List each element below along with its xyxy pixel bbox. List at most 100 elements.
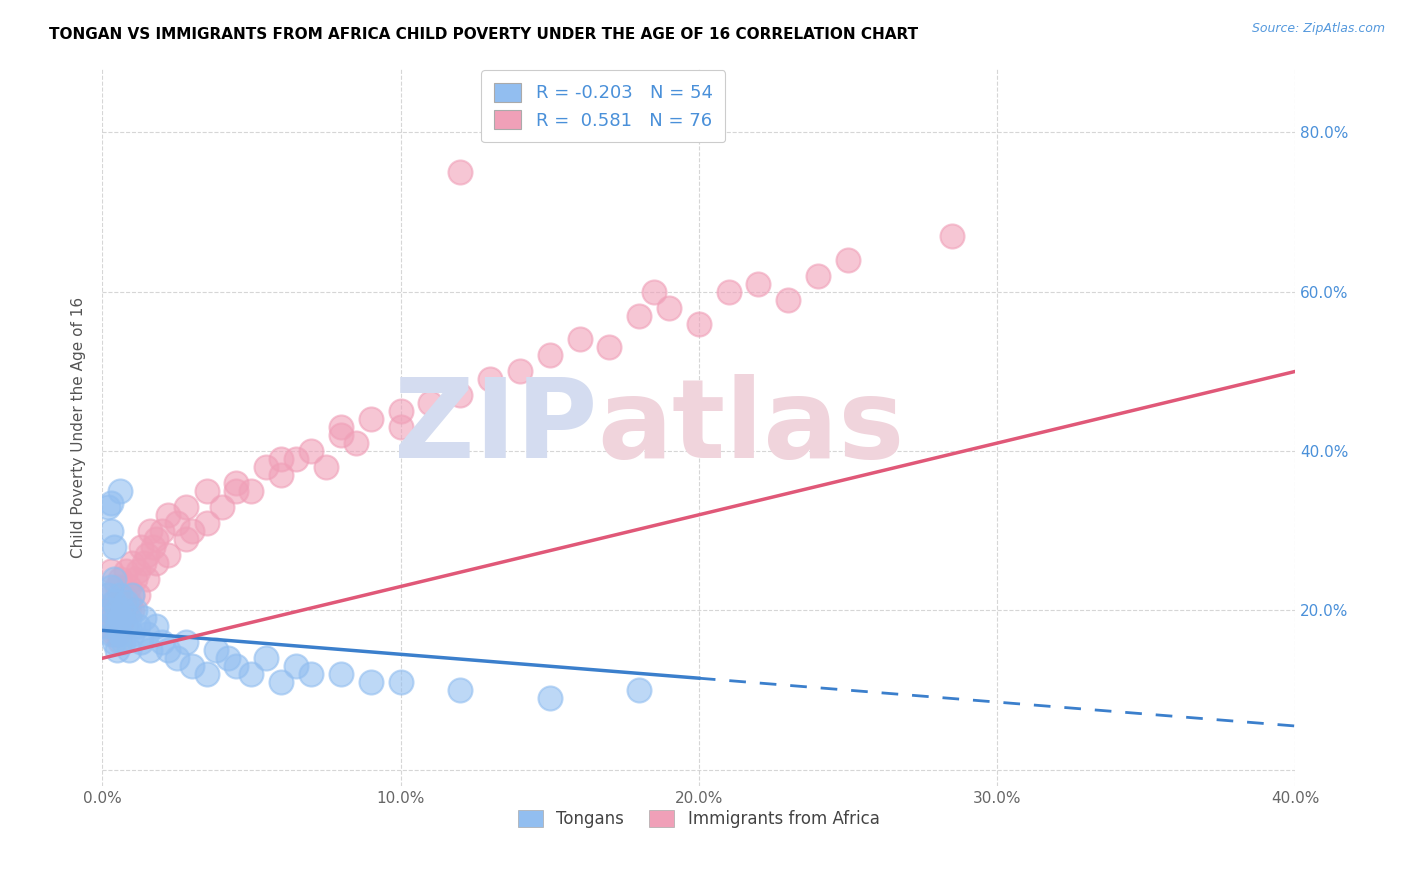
Point — [195, 667, 218, 681]
Point — [115, 595, 138, 609]
Point — [270, 467, 292, 482]
Point — [124, 603, 146, 617]
Point — [225, 659, 247, 673]
Point — [837, 252, 859, 267]
Text: TONGAN VS IMMIGRANTS FROM AFRICA CHILD POVERTY UNDER THE AGE OF 16 CORRELATION C: TONGAN VS IMMIGRANTS FROM AFRICA CHILD P… — [49, 27, 918, 42]
Point — [118, 643, 141, 657]
Point — [112, 587, 135, 601]
Point — [115, 619, 138, 633]
Point — [658, 301, 681, 315]
Point — [112, 603, 135, 617]
Point — [156, 643, 179, 657]
Point — [270, 452, 292, 467]
Point — [166, 516, 188, 530]
Point — [127, 619, 149, 633]
Point — [449, 683, 471, 698]
Point — [103, 572, 125, 586]
Point — [139, 643, 162, 657]
Point — [145, 532, 167, 546]
Point — [115, 564, 138, 578]
Point — [329, 420, 352, 434]
Point — [112, 635, 135, 649]
Text: atlas: atlas — [598, 374, 905, 481]
Text: Source: ZipAtlas.com: Source: ZipAtlas.com — [1251, 22, 1385, 36]
Point — [174, 532, 197, 546]
Point — [132, 556, 155, 570]
Point — [108, 611, 131, 625]
Point — [129, 540, 152, 554]
Point — [329, 428, 352, 442]
Point — [97, 587, 120, 601]
Point — [112, 611, 135, 625]
Point — [105, 643, 128, 657]
Point — [97, 500, 120, 514]
Point — [100, 564, 122, 578]
Legend: Tongans, Immigrants from Africa: Tongans, Immigrants from Africa — [512, 804, 886, 835]
Point — [94, 603, 117, 617]
Point — [217, 651, 239, 665]
Point — [121, 587, 143, 601]
Point — [344, 436, 367, 450]
Point — [118, 595, 141, 609]
Point — [108, 572, 131, 586]
Point — [538, 348, 561, 362]
Point — [127, 587, 149, 601]
Point — [254, 460, 277, 475]
Point — [115, 595, 138, 609]
Point — [115, 619, 138, 633]
Point — [778, 293, 800, 307]
Point — [105, 627, 128, 641]
Point — [156, 508, 179, 522]
Point — [299, 444, 322, 458]
Point — [643, 285, 665, 299]
Point — [108, 483, 131, 498]
Point — [747, 277, 769, 291]
Point — [299, 667, 322, 681]
Point — [97, 603, 120, 617]
Point — [100, 611, 122, 625]
Point — [94, 619, 117, 633]
Point — [108, 627, 131, 641]
Point — [121, 603, 143, 617]
Point — [118, 611, 141, 625]
Point — [118, 580, 141, 594]
Point — [389, 404, 412, 418]
Text: ZIP: ZIP — [394, 374, 598, 481]
Point — [240, 483, 263, 498]
Point — [628, 683, 651, 698]
Point — [150, 524, 173, 538]
Point — [108, 619, 131, 633]
Point — [166, 651, 188, 665]
Point — [568, 333, 591, 347]
Point — [419, 396, 441, 410]
Point — [112, 611, 135, 625]
Point — [121, 627, 143, 641]
Point — [389, 420, 412, 434]
Point — [129, 635, 152, 649]
Point — [479, 372, 502, 386]
Point — [108, 635, 131, 649]
Point — [156, 548, 179, 562]
Point — [100, 611, 122, 625]
Point — [285, 659, 308, 673]
Point — [270, 675, 292, 690]
Point — [509, 364, 531, 378]
Point — [688, 317, 710, 331]
Point — [100, 496, 122, 510]
Point — [598, 341, 620, 355]
Point — [240, 667, 263, 681]
Point — [103, 595, 125, 609]
Point — [121, 587, 143, 601]
Point — [717, 285, 740, 299]
Point — [136, 548, 159, 562]
Point — [145, 619, 167, 633]
Point — [449, 165, 471, 179]
Point — [132, 611, 155, 625]
Point — [103, 540, 125, 554]
Point — [389, 675, 412, 690]
Point — [100, 524, 122, 538]
Point — [195, 516, 218, 530]
Point — [807, 268, 830, 283]
Point — [136, 627, 159, 641]
Point — [121, 556, 143, 570]
